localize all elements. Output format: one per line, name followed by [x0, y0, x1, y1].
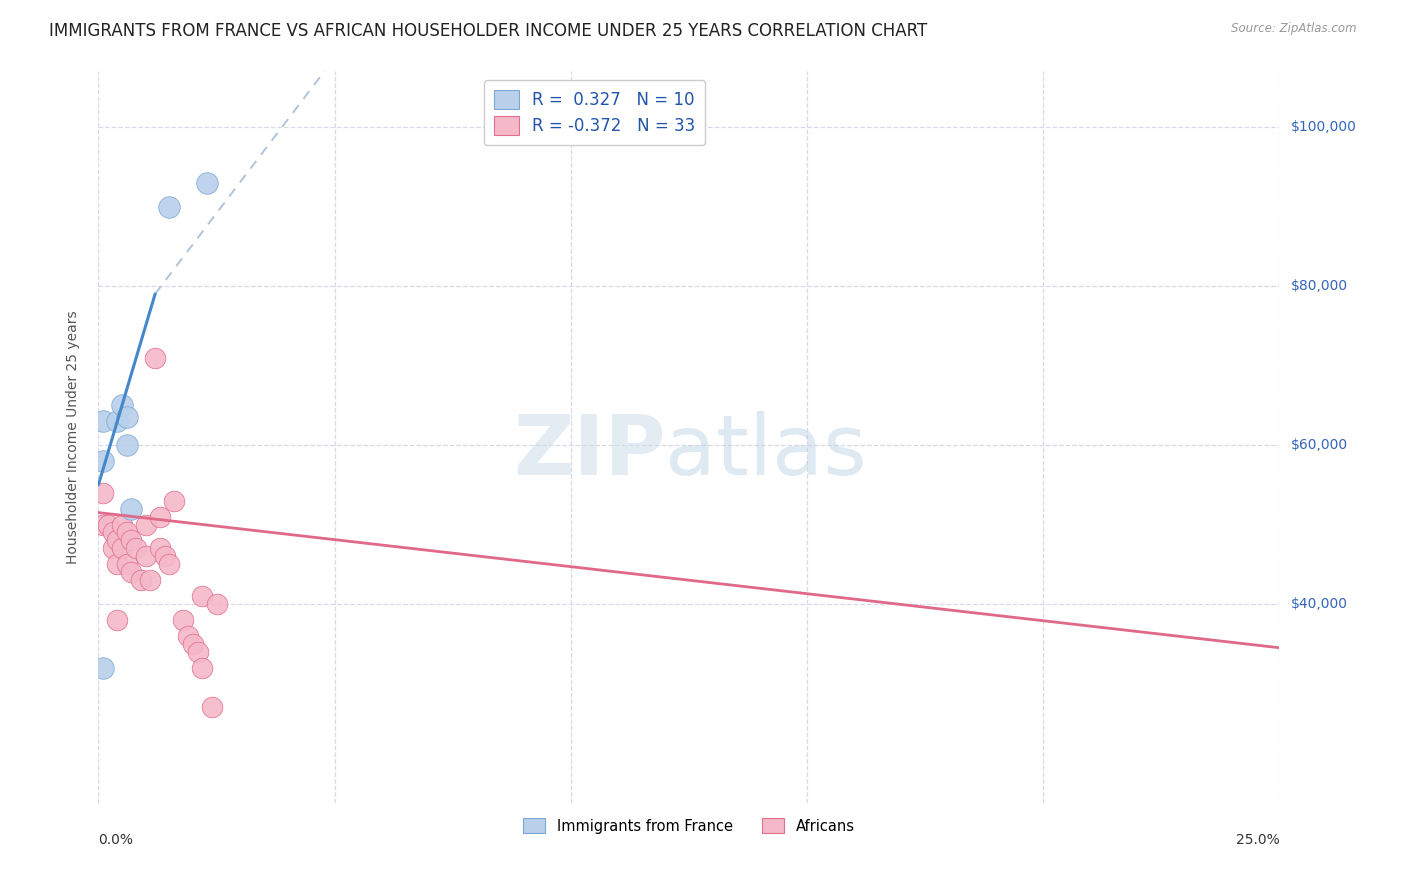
- Point: [157, 558, 180, 572]
- Text: $80,000: $80,000: [1291, 279, 1348, 293]
- Point: [205, 597, 228, 611]
- Point: [163, 493, 186, 508]
- Point: [115, 410, 138, 425]
- Text: ZIP: ZIP: [513, 411, 665, 492]
- Point: [111, 398, 134, 412]
- Y-axis label: Householder Income Under 25 years: Householder Income Under 25 years: [66, 310, 80, 564]
- Text: $40,000: $40,000: [1291, 597, 1347, 611]
- Text: 0.0%: 0.0%: [98, 833, 134, 847]
- Point: [149, 541, 172, 556]
- Point: [105, 613, 128, 627]
- Point: [91, 485, 114, 500]
- Point: [125, 541, 148, 556]
- Point: [105, 558, 128, 572]
- Point: [111, 541, 134, 556]
- Legend: Immigrants from France, Africans: Immigrants from France, Africans: [517, 813, 860, 839]
- Point: [105, 414, 128, 428]
- Point: [187, 645, 209, 659]
- Point: [115, 438, 138, 452]
- Point: [91, 660, 114, 674]
- Point: [195, 176, 218, 190]
- Point: [97, 517, 120, 532]
- Text: atlas: atlas: [665, 411, 868, 492]
- Point: [121, 501, 143, 516]
- Point: [129, 573, 152, 587]
- Point: [191, 589, 214, 603]
- Point: [121, 566, 143, 580]
- Text: IMMIGRANTS FROM FRANCE VS AFRICAN HOUSEHOLDER INCOME UNDER 25 YEARS CORRELATION : IMMIGRANTS FROM FRANCE VS AFRICAN HOUSEH…: [49, 22, 928, 40]
- Point: [143, 351, 166, 365]
- Point: [91, 517, 114, 532]
- Point: [172, 613, 194, 627]
- Point: [181, 637, 204, 651]
- Point: [101, 541, 124, 556]
- Text: 25.0%: 25.0%: [1236, 833, 1279, 847]
- Point: [135, 517, 157, 532]
- Point: [201, 700, 224, 714]
- Point: [115, 558, 138, 572]
- Point: [135, 549, 157, 564]
- Point: [149, 509, 172, 524]
- Point: [139, 573, 162, 587]
- Point: [101, 525, 124, 540]
- Point: [191, 660, 214, 674]
- Point: [157, 200, 180, 214]
- Point: [115, 525, 138, 540]
- Point: [105, 533, 128, 548]
- Text: $100,000: $100,000: [1291, 120, 1357, 134]
- Point: [153, 549, 176, 564]
- Text: Source: ZipAtlas.com: Source: ZipAtlas.com: [1232, 22, 1357, 36]
- Point: [111, 517, 134, 532]
- Text: $60,000: $60,000: [1291, 438, 1348, 452]
- Point: [121, 533, 143, 548]
- Point: [91, 454, 114, 468]
- Point: [177, 629, 200, 643]
- Point: [91, 414, 114, 428]
